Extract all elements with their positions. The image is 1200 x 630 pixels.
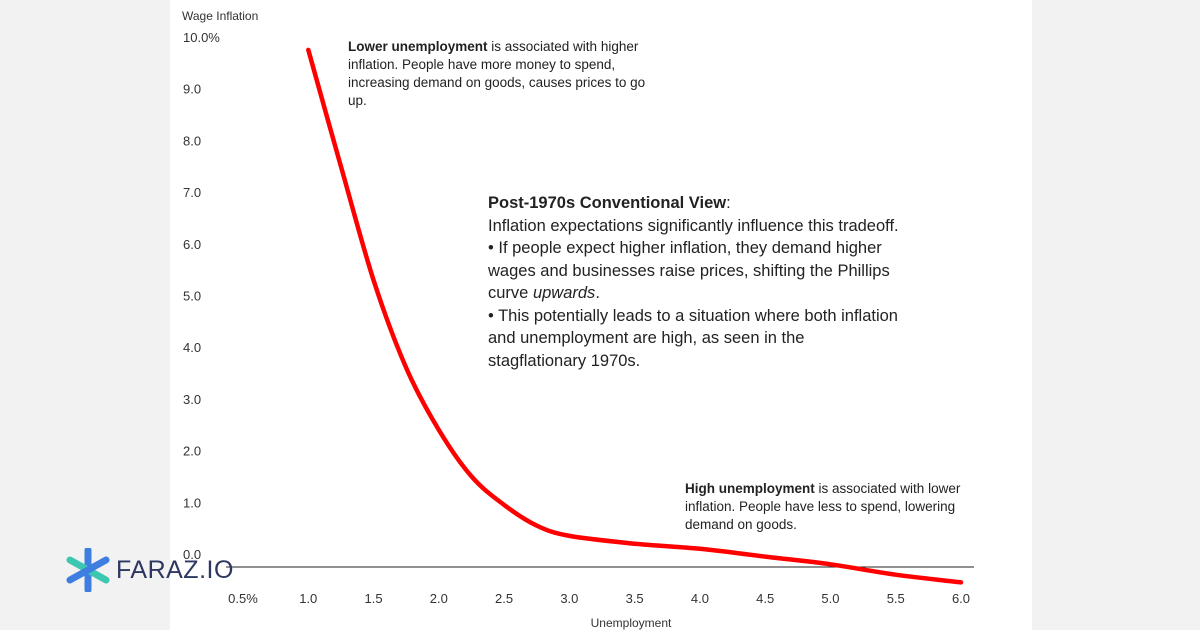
- y-tick-label: 9.0: [183, 82, 201, 97]
- annotation-high-unemployment: High unemployment is associated with low…: [685, 480, 975, 534]
- phillips-curve-chart: Wage Inflation 0.0 1.0 2.0 3.0 4.0 5.0 6.0 7.0 8…: [182, 9, 974, 630]
- conventional-view-bullet-2: • This potentially leads to a situation …: [488, 306, 898, 370]
- x-tick-label: 3.0: [560, 591, 578, 606]
- y-tick-label: 0.0: [183, 547, 201, 562]
- y-tick-label: 10.0%: [183, 30, 220, 45]
- x-tick-label: 2.5: [495, 591, 513, 606]
- y-axis-title: Wage Inflation: [182, 9, 258, 23]
- phillips-curve-line: [306, 47, 964, 585]
- bullet-1-period: .: [595, 284, 600, 302]
- chart-panel: Wage Inflation 0.0 1.0 2.0 3.0 4.0 5.0 6.0 7.0 8…: [170, 0, 1032, 630]
- brand-logo: FARAZ.IO: [66, 548, 234, 592]
- x-tick-label: 3.5: [626, 591, 644, 606]
- annotation-high-unemployment-bold: High unemployment: [685, 481, 815, 496]
- x-axis-ticks: 0.5% 1.0 1.5 2.0 2.5 3.0 3.5 4.0 4.5 5.0 5.5 6.0: [228, 591, 970, 606]
- conventional-view-title: Post-1970s Conventional View: [488, 194, 727, 212]
- y-axis-ticks: 0.0 1.0 2.0 3.0 4.0 5.0 6.0 7.0 8.0 9.0 10.0%: [183, 30, 220, 562]
- x-tick-label: 0.5%: [228, 591, 258, 606]
- y-tick-label: 3.0: [183, 392, 201, 407]
- conventional-view-line1: Inflation expectations significantly inf…: [488, 216, 899, 235]
- annotation-lower-unemployment-bold: Lower unemployment: [348, 39, 488, 54]
- x-tick-label: 2.0: [430, 591, 448, 606]
- annotation-conventional-view: Post-1970s Conventional View: Inflation …: [488, 192, 900, 372]
- x-tick-label: 1.0: [299, 591, 317, 606]
- y-tick-label: 1.0: [183, 495, 201, 510]
- x-tick-label: 5.5: [887, 591, 905, 606]
- x-tick-label: 5.0: [821, 591, 839, 606]
- bullet-1-emphasis: upwards: [532, 284, 596, 302]
- x-tick-label: 6.0: [952, 591, 970, 606]
- y-tick-label: 5.0: [183, 289, 201, 304]
- conventional-view-heading: Post-1970s Conventional View:: [488, 192, 900, 215]
- conventional-view-colon: :: [726, 194, 731, 212]
- brand-asterisk-icon: [66, 548, 110, 592]
- y-tick-label: 7.0: [183, 185, 201, 200]
- y-tick-label: 4.0: [183, 340, 201, 355]
- annotation-lower-unemployment: Lower unemployment is associated with hi…: [348, 38, 648, 110]
- y-tick-label: 8.0: [183, 133, 201, 148]
- x-tick-label: 4.0: [691, 591, 709, 606]
- annotation-lower-unemployment-text: is associated with higher inflation. Peo…: [348, 39, 646, 108]
- bullet-1-text: • If people expect higher inflation, the…: [488, 239, 890, 302]
- x-tick-label: 1.5: [365, 591, 383, 606]
- brand-name: FARAZ.IO: [116, 555, 234, 584]
- x-tick-label: 4.5: [756, 591, 774, 606]
- annotation-high-unemployment-text: is associated with lower inflation. Peop…: [685, 481, 961, 532]
- y-tick-label: 2.0: [183, 444, 201, 459]
- x-axis-title: Unemployment: [591, 616, 672, 630]
- conventional-view-bullet-1: • If people expect higher inflation, the…: [488, 237, 900, 305]
- y-tick-label: 6.0: [183, 237, 201, 252]
